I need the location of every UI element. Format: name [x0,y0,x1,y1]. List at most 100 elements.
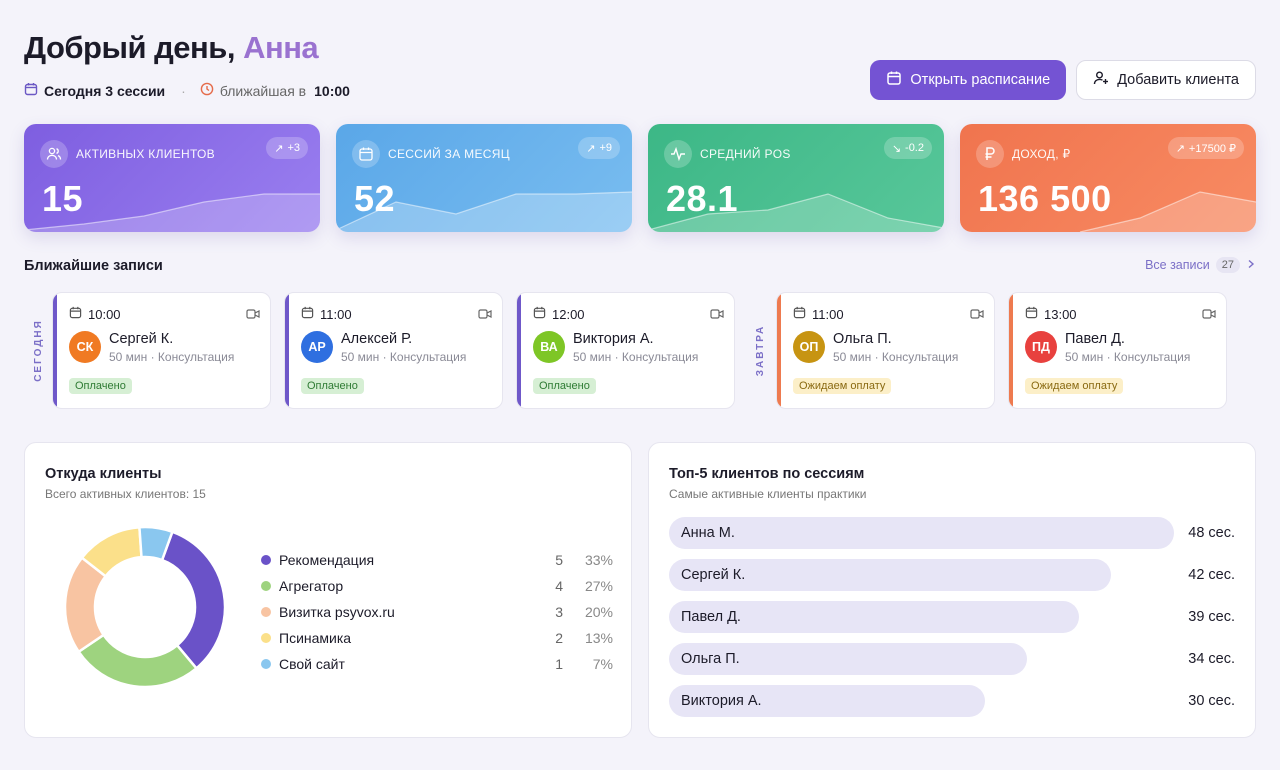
legend-label: Свой сайт [279,656,345,672]
calendar-icon [69,306,82,322]
kpi-row: Активных клиентов 15 ↗ +3 Сессий за месяц… [24,124,1256,232]
kpi-delta: -0.2 [905,142,924,154]
avatar: ОП [793,331,825,363]
legend-swatch [261,633,271,643]
all-appointments-label: Все записи [1145,258,1210,272]
page-header: Добрый день, Анна Сегодня 3 сессии · бли… [24,30,350,99]
avatar: АР [301,331,333,363]
session-meta: 50 мин · Консультация [573,350,699,364]
legend-item: Псинамика 2 13% [261,625,613,651]
video-call-icon[interactable] [478,307,492,325]
appointment-card[interactable]: 11:00 АР Алексей Р. 50 мин · Консультация Оп… [284,292,503,409]
top-client-bar [669,559,1111,591]
avatar: ПД [1025,331,1057,363]
client-name: Виктория А. [573,331,654,347]
top-client-name: Виктория А. [681,693,762,709]
legend-count: 5 [555,552,563,568]
appointment-time-value: 10:00 [88,306,121,322]
appointment-card[interactable]: 11:00 ОП Ольга П. 50 мин · Консультация Ожид… [776,292,995,409]
top-client-sessions: 30 сес. [1188,693,1235,709]
legend-swatch [261,581,271,591]
header-actions: Открыть расписание Добавить клиента [870,60,1256,100]
video-call-icon[interactable] [970,307,984,325]
add-client-button[interactable]: Добавить клиента [1076,60,1256,100]
kpi-delta: +3 [287,142,300,154]
legend-swatch [261,607,271,617]
trend-up-icon: ↗ [274,142,284,155]
donut-slice[interactable] [138,525,174,562]
top-client-sessions: 48 сес. [1188,525,1235,541]
kpi-active-clients[interactable]: Активных клиентов 15 ↗ +3 [24,124,320,232]
legend-count: 1 [555,656,563,672]
page-title: Добрый день, Анна [24,30,350,66]
avatar: ВА [533,331,565,363]
all-appointments-link[interactable]: Все записи 27 [1145,257,1256,273]
trend-up-icon: ↗ [586,142,596,155]
panel-subtitle: Самые активные клиенты практики [669,487,867,501]
open-schedule-label: Открыть расписание [910,72,1051,88]
client-name: Павел Д. [1065,331,1125,347]
activity-icon [664,140,692,168]
top-client-row[interactable]: Ольга П. 34 сес. [669,643,1235,675]
video-call-icon[interactable] [710,307,724,325]
appointment-day-bar [285,293,289,408]
calendar-icon [793,306,806,322]
trend-up-icon: ↗ [1175,142,1185,155]
calendar-icon [533,306,546,322]
top-client-sessions: 34 сес. [1188,651,1235,667]
top-client-row[interactable]: Сергей К. 42 сес. [669,559,1235,591]
kpi-value: 15 [42,178,84,219]
appointment-time-value: 11:00 [320,306,352,322]
kpi-income[interactable]: Доход, ₽ 136 500 ↗ +17500 ₽ [960,124,1256,232]
appointment-time: 12:00 [533,306,585,322]
appointment-time-value: 13:00 [1044,306,1077,322]
top-client-row[interactable]: Павел Д. 39 сес. [669,601,1235,633]
session-meta: 50 мин · Консультация [341,350,467,364]
kpi-delta: +17500 ₽ [1188,142,1236,155]
legend-percent: 27% [584,578,613,594]
avatar: СК [69,331,101,363]
top-client-row[interactable]: Виктория А. 30 сес. [669,685,1235,717]
user-plus-icon [1093,70,1109,90]
kpi-label: Доход, ₽ [1012,147,1071,161]
kpi-sessions-month[interactable]: Сессий за месяц 52 ↗ +9 [336,124,632,232]
kpi-delta: +9 [599,142,612,154]
appointment-card[interactable]: 10:00 СК Сергей К. 50 мин · Консультация Опл… [52,292,271,409]
appointment-day-bar [517,293,521,408]
kpi-value: 28.1 [666,178,739,219]
sources-donut-chart [63,525,227,689]
legend-swatch [261,555,271,565]
calendar-icon [24,82,38,99]
appointment-card[interactable]: 12:00 ВА Виктория А. 50 мин · Консультация О… [516,292,735,409]
separator-dot: · [181,82,186,99]
sparkline-chart [960,191,1256,232]
donut-slice[interactable] [160,530,227,671]
kpi-label: Сессий за месяц [388,147,510,161]
legend-label: Агрегатор [279,578,344,594]
sources-legend: Рекомендация 5 33% Агрегатор 4 27% Визитка psy… [261,547,613,677]
appointment-card[interactable]: 13:00 ПД Павел Д. 50 мин · Консультация Ожид… [1008,292,1227,409]
appointment-time: 13:00 [1025,306,1077,322]
client-name: Алексей Р. [341,331,413,347]
panel-title: Откуда клиенты [45,466,162,482]
users-icon [40,140,68,168]
video-call-icon[interactable] [1202,307,1216,325]
ruble-icon [976,140,1004,168]
nearest-time: 10:00 [314,82,350,99]
legend-count: 3 [555,604,563,620]
legend-label: Визитка psyvox.ru [279,604,395,620]
appointment-time-value: 11:00 [812,306,844,322]
kpi-delta-badge: ↗ +17500 ₽ [1167,137,1244,159]
top-client-row[interactable]: Анна М. 48 сес. [669,517,1235,549]
video-call-icon[interactable] [246,307,260,325]
legend-swatch [261,659,271,669]
status-badge: Ожидаем оплату [793,378,892,394]
open-schedule-button[interactable]: Открыть расписание [870,60,1067,100]
kpi-value: 52 [354,178,396,219]
kpi-average-pos[interactable]: Средний POS 28.1 ↘ -0.2 [648,124,944,232]
client-name: Сергей К. [109,331,174,347]
appointment-time: 10:00 [69,306,121,322]
appointment-day-bar [1009,293,1013,408]
top-client-bar [669,643,1027,675]
sparkline-chart [336,191,632,232]
